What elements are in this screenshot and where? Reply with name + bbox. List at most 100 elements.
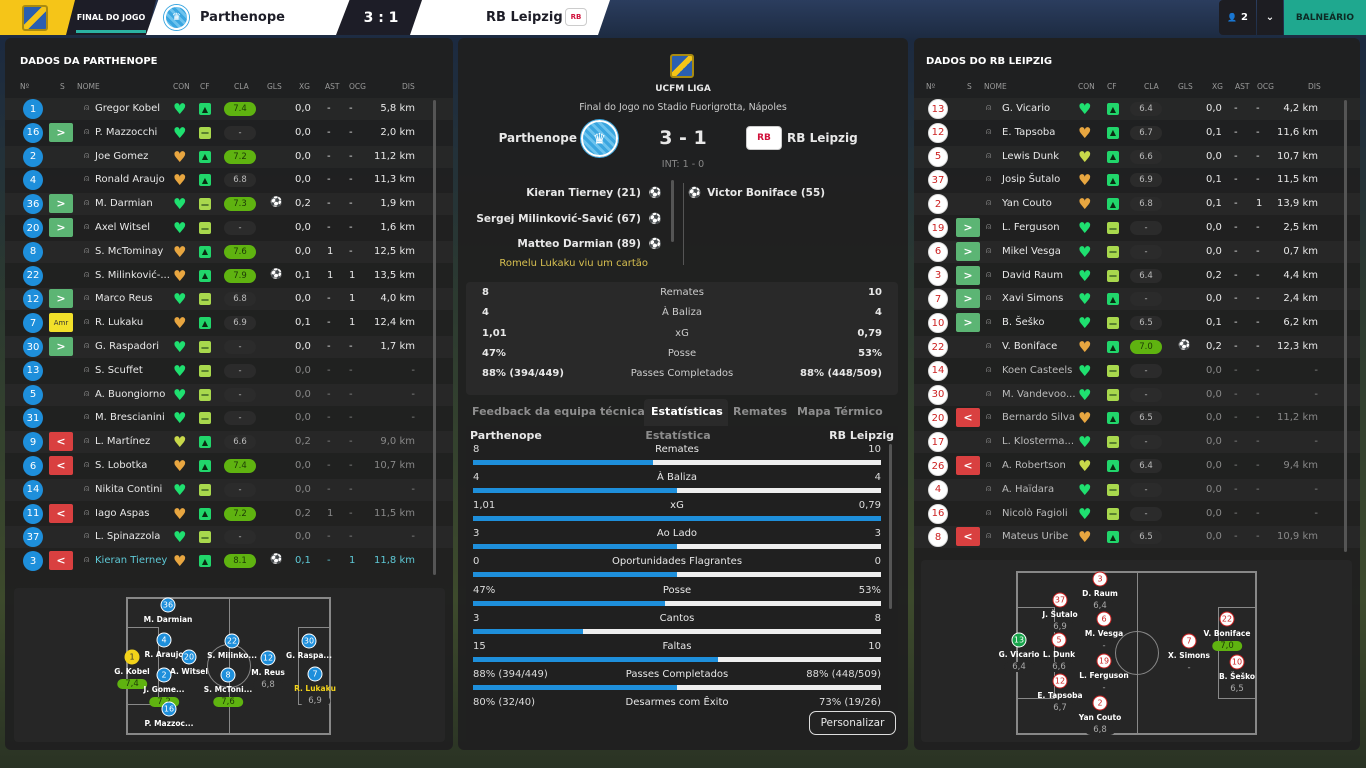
player-name[interactable]: Mateus Uribe <box>1002 531 1069 543</box>
player-row[interactable]: 6 > ⍝ Mikel Vesga ♥ — -0,0- -0,7 km <box>914 241 1360 263</box>
scrollbar[interactable] <box>433 100 436 575</box>
player-name[interactable]: M. Brescianini <box>95 412 165 424</box>
player-row[interactable]: 14 ⍝ Nikita Contini ♥ — -0,0- - - <box>5 479 453 501</box>
formation-player-number[interactable]: 10 <box>1229 654 1245 670</box>
player-row[interactable]: 5 ⍝ A. Buongiorno ♥ — -0,0- - - <box>5 384 453 406</box>
player-row[interactable]: 3 > ⍝ David Raum ♥ —6.4 0,2- -4,4 km <box>914 265 1360 287</box>
formation-player-name[interactable]: J. Šutalo <box>1042 610 1078 619</box>
player-name[interactable]: Lewis Dunk <box>1002 150 1060 162</box>
player-name[interactable]: Xavi Simons <box>1002 293 1064 305</box>
player-row[interactable]: 9 < ⍝ L. Martínez ♥ ▲ 6.6 0,2 - - 9,0 km <box>5 431 453 453</box>
formation-player-number[interactable]: 2 <box>156 667 172 683</box>
formation-player-name[interactable]: M. Vesga <box>1084 629 1124 638</box>
column-header[interactable]: CON <box>1078 82 1095 91</box>
formation-player-number[interactable]: 12 <box>260 650 276 666</box>
column-header[interactable]: DIS <box>1308 82 1321 91</box>
column-header[interactable]: NOME <box>984 82 1007 91</box>
formation-player-name[interactable]: R. Lukaku <box>294 684 336 693</box>
player-name[interactable]: L. Spinazzola <box>95 531 161 543</box>
formation-player-name[interactable]: G. Kobel <box>114 667 150 676</box>
balneario-button[interactable]: BALNEÁRIO <box>1284 0 1366 35</box>
player-name[interactable]: Mikel Vesga <box>1002 245 1061 257</box>
player-name[interactable]: Josip Šutalo <box>1002 174 1061 186</box>
column-header[interactable]: S <box>60 82 65 91</box>
scorers-scrollbar[interactable] <box>671 180 674 242</box>
player-row[interactable]: 11 < ⍝ Iago Aspas ♥ ▲ 7.2 0,2 1 - 11,5 km <box>5 503 453 525</box>
player-row[interactable]: 16 > ⍝ P. Mazzocchi ♥ — -0,0- -2,0 km <box>5 122 453 144</box>
player-row[interactable]: 30 > ⍝ G. Raspadori ♥ — - 0,0 - - 1,7 km <box>5 336 453 358</box>
player-row[interactable]: 5 ⍝ Lewis Dunk ♥ ▲ 6.6 0,0- -10,7 km <box>914 146 1360 168</box>
column-header[interactable]: OCG <box>1257 82 1274 91</box>
formation-player-name[interactable]: Yan Couto <box>1078 713 1122 722</box>
formation-player-number[interactable]: 37 <box>1052 592 1068 608</box>
tab-feedback-da-equipa-t-cnica[interactable]: Feedback da equipa técnica <box>472 405 645 418</box>
player-row[interactable]: 26 < ⍝ A. Robertson ♥ ▲ 6.4 0,0 - - 9,4 km <box>914 455 1360 477</box>
users-button[interactable]: 👤 2 <box>1219 0 1256 35</box>
formation-player-number[interactable]: 1 <box>124 649 140 665</box>
player-name[interactable]: V. Boniface <box>1002 341 1058 352</box>
player-name[interactable]: Nikita Contini <box>95 483 163 495</box>
formation-player-number[interactable]: 22 <box>224 633 240 649</box>
player-row[interactable]: 1 ⍝ Gregor Kobel ♥ ▲ 7.4 0,0 - - 5,8 km <box>5 98 453 120</box>
formation-player-name[interactable]: D. Raum <box>1082 589 1118 598</box>
column-header[interactable]: GLS <box>267 82 282 91</box>
player-name[interactable]: M. Vandevoo... <box>1002 388 1076 400</box>
scrollbar[interactable] <box>1344 100 1347 552</box>
dropdown-button[interactable]: ⌄ <box>1257 0 1283 35</box>
player-name[interactable]: Koen Casteels <box>1002 364 1073 376</box>
player-name[interactable]: A. Robertson <box>1002 460 1066 471</box>
player-name[interactable]: Ronald Araujo <box>95 174 165 186</box>
player-row[interactable]: 31 ⍝ M. Brescianini ♥ — -0,0- - - <box>5 407 453 429</box>
formation-player-number[interactable]: 13 <box>1011 632 1027 648</box>
formation-player-name[interactable]: A. Witsel <box>170 667 208 676</box>
player-row[interactable]: 37 ⍝ Josip Šutalo ♥ ▲ 6.9 0,1- -11,5 km <box>914 169 1360 191</box>
player-name[interactable]: Yan Couto <box>1002 198 1052 210</box>
column-header[interactable]: AST <box>1235 82 1250 91</box>
player-name[interactable]: B. Šeško <box>1002 317 1045 329</box>
player-row[interactable]: 12 > ⍝ Marco Reus ♥ — 6.8 0,0 - 1 4,0 km <box>5 288 453 310</box>
player-row[interactable]: 37 ⍝ L. Spinazzola ♥ — -0,0- - - <box>5 526 453 548</box>
player-name[interactable]: E. Tapsoba <box>1002 126 1056 138</box>
player-row[interactable]: 17 ⍝ L. Klosterma... ♥ — -0,0- - - <box>914 431 1360 453</box>
formation-player-number[interactable]: 16 <box>161 701 177 717</box>
player-name[interactable]: G. Vicario <box>1002 103 1051 114</box>
column-header[interactable]: AST <box>325 82 340 91</box>
formation-player-number[interactable]: 20 <box>181 649 197 665</box>
column-header[interactable]: Nº <box>20 82 30 91</box>
column-header[interactable]: NOME <box>77 82 100 91</box>
player-row[interactable]: 22 ⍝ V. Boniface ♥ ▲ 7.0 ⚽ 0,2 - - 12,3 km <box>914 336 1360 358</box>
player-name[interactable]: M. Darmian <box>95 198 153 210</box>
formation-player-number[interactable]: 30 <box>301 633 317 649</box>
formation-player-number[interactable]: 2 <box>1092 695 1108 711</box>
formation-player-number[interactable]: 3 <box>1092 571 1108 587</box>
player-row[interactable]: 36 > ⍝ M. Darmian ♥ — 7.3 ⚽ 0,2 - - 1,9 km <box>5 193 453 215</box>
player-row[interactable]: 7 Amr ⍝ R. Lukaku ♥ ▲ 6.9 0,1 - 1 12,4 km <box>5 312 453 334</box>
formation-player-number[interactable]: 12 <box>1052 673 1068 689</box>
player-name[interactable]: Kieran Tierney <box>95 555 168 567</box>
formation-player-name[interactable]: B. Šeško <box>1218 672 1256 681</box>
player-name[interactable]: Marco Reus <box>95 293 153 305</box>
player-name[interactable]: Iago Aspas <box>95 507 150 519</box>
player-row[interactable]: 4 ⍝ Ronald Araujo ♥ ▲ 6.8 0,0 - - 11,3 km <box>5 169 453 191</box>
formation-player-name[interactable]: V. Boniface <box>1203 629 1251 638</box>
player-row[interactable]: 4 ⍝ A. Haïdara ♥ — -0,0- - - <box>914 479 1360 501</box>
tab-estat-sticas[interactable]: Estatísticas <box>651 405 723 418</box>
column-header[interactable]: CLA <box>1144 82 1159 91</box>
player-row[interactable]: 7 > ⍝ Xavi Simons ♥ ▲ -0,0- -2,4 km <box>914 288 1360 310</box>
formation-player-name[interactable]: S. Milinko... <box>207 651 257 660</box>
formation-player-number[interactable]: 4 <box>156 632 172 648</box>
player-name[interactable]: L. Martínez <box>95 436 151 448</box>
column-header[interactable]: GLS <box>1178 82 1193 91</box>
formation-player-number[interactable]: 19 <box>1096 653 1112 669</box>
column-header[interactable]: CON <box>173 82 190 91</box>
formation-player-number[interactable]: 5 <box>1051 632 1067 648</box>
player-row[interactable]: 14 ⍝ Koen Casteels ♥ — -0,0- - - <box>914 360 1360 382</box>
formation-player-number[interactable]: 7 <box>1181 633 1197 649</box>
player-name[interactable]: A. Haïdara <box>1002 483 1055 495</box>
player-name[interactable]: Bernardo Silva <box>1002 412 1075 424</box>
player-row[interactable]: 16 ⍝ Nicolò Fagioli ♥ — -0,0- - - <box>914 503 1360 525</box>
formation-player-name[interactable]: G. Raspa... <box>286 651 332 660</box>
player-row[interactable]: 13 ⍝ S. Scuffet ♥ — -0,0- - - <box>5 360 453 382</box>
formation-player-number[interactable]: 8 <box>220 667 236 683</box>
formation-player-name[interactable]: M. Reus <box>251 668 285 677</box>
